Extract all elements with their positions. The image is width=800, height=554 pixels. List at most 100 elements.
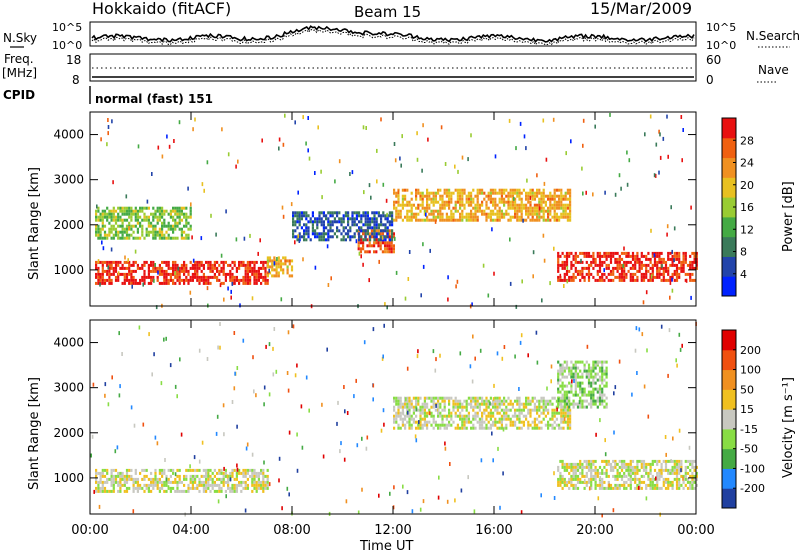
data-cell <box>101 281 104 285</box>
data-cell <box>185 233 188 237</box>
data-cell <box>417 191 420 195</box>
data-cell <box>119 272 122 276</box>
noise-left-tick-top: 10^5 <box>52 21 82 34</box>
data-cell <box>318 235 321 239</box>
data-cell <box>174 212 177 216</box>
data-cell <box>391 214 394 218</box>
data-speck <box>444 162 447 166</box>
data-cell <box>686 465 690 469</box>
data-cell <box>97 230 100 234</box>
data-cell <box>448 218 451 222</box>
data-speck <box>230 289 232 294</box>
data-cell <box>561 462 564 466</box>
data-cell <box>494 402 497 406</box>
data-cell <box>441 218 444 222</box>
data-cell <box>636 483 639 487</box>
data-cell <box>377 244 380 248</box>
data-cell <box>691 474 694 478</box>
colorbar-segment <box>722 369 736 390</box>
data-cell <box>132 278 135 282</box>
data-cell <box>476 197 479 201</box>
data-cell <box>684 477 687 481</box>
data-cell <box>558 215 561 219</box>
data-cell <box>598 483 602 487</box>
data-cell <box>231 266 234 270</box>
data-cell <box>547 197 550 201</box>
data-speck <box>618 173 621 178</box>
data-cell <box>478 209 481 213</box>
data-cell <box>569 408 572 412</box>
data-speck <box>428 411 431 416</box>
data-cell <box>169 266 172 270</box>
data-cell <box>139 471 142 475</box>
data-cell <box>489 209 492 213</box>
data-speck <box>643 384 646 389</box>
time-axis: 00:00 04:00 08:00 12:00 16:00 20:00 00:00 <box>71 112 715 538</box>
data-cell <box>520 426 523 430</box>
data-cell <box>487 206 490 210</box>
data-cell <box>185 215 188 219</box>
data-cell <box>347 217 350 221</box>
data-speck <box>661 264 663 269</box>
data-cell <box>421 411 424 415</box>
data-cell <box>452 408 455 412</box>
data-cell <box>448 197 451 201</box>
data-cell <box>366 226 369 230</box>
data-cell <box>489 414 492 418</box>
data-cell <box>559 254 562 258</box>
data-cell <box>662 266 665 270</box>
data-cell <box>169 215 172 219</box>
data-cell <box>574 378 577 382</box>
data-cell <box>437 191 440 195</box>
data-cell <box>587 263 591 267</box>
data-cell <box>443 426 446 430</box>
data-cell <box>401 423 404 427</box>
data-speck <box>588 486 591 491</box>
data-cell <box>262 486 265 490</box>
data-cell <box>380 235 383 239</box>
data-speck <box>257 251 259 256</box>
data-cell <box>590 459 593 463</box>
data-cell <box>634 474 637 478</box>
data-cell <box>183 260 186 264</box>
data-speck <box>336 421 338 426</box>
data-cell <box>242 468 245 472</box>
data-cell <box>693 468 696 472</box>
data-cell <box>645 266 648 270</box>
data-cell <box>329 223 332 227</box>
data-cell <box>542 405 545 409</box>
data-speck <box>221 127 223 132</box>
data-cell <box>371 211 374 215</box>
data-cell <box>476 414 479 418</box>
data-speck <box>467 157 469 162</box>
data-cell <box>342 214 345 218</box>
data-cell <box>445 414 448 418</box>
data-cell <box>465 426 468 430</box>
data-cell <box>678 468 681 472</box>
data-cell <box>443 188 446 192</box>
data-cell <box>492 420 495 424</box>
data-cell <box>320 217 323 221</box>
data-cell <box>152 275 155 279</box>
data-cell <box>240 480 243 484</box>
data-cell <box>498 188 501 192</box>
data-cell <box>163 275 166 279</box>
data-cell <box>392 250 395 254</box>
data-cell <box>511 188 514 192</box>
data-speck <box>118 393 121 398</box>
data-cell <box>492 197 495 201</box>
data-cell <box>691 263 694 267</box>
data-cell <box>95 230 98 234</box>
data-cell <box>196 260 199 264</box>
data-cell <box>136 477 139 481</box>
data-cell <box>463 215 466 219</box>
data-cell <box>244 483 247 487</box>
data-cell <box>579 384 582 388</box>
data-cell <box>417 399 420 403</box>
data-cell <box>520 206 523 210</box>
data-cell <box>189 468 192 472</box>
data-speck <box>509 281 512 286</box>
data-speck <box>282 142 285 147</box>
data-cell <box>145 206 148 210</box>
